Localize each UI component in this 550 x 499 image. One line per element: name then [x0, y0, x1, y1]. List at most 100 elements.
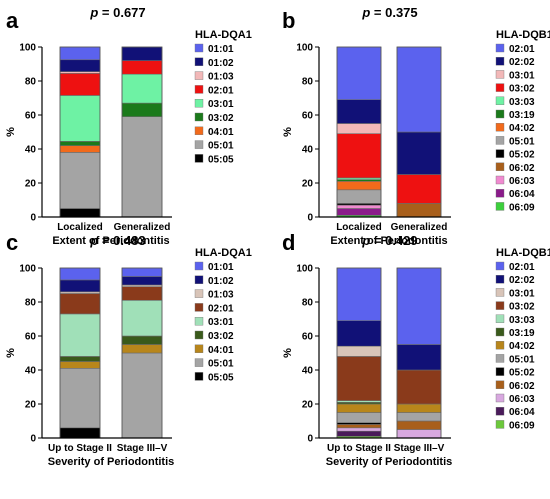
bar-segment — [59, 95, 101, 142]
bar-segment — [59, 356, 101, 362]
x-axis-label: Severity of Periodontitis — [48, 456, 175, 468]
legend-swatch — [194, 261, 204, 271]
legend-label: 04:01 — [208, 127, 234, 138]
legend-label: 06:02 — [509, 381, 535, 392]
x-tick-label: Generalized — [391, 222, 448, 233]
legend-label: 02:01 — [509, 44, 535, 55]
bar-segment — [336, 204, 382, 209]
y-tick-label: 40 — [25, 145, 37, 156]
legend-label: 06:04 — [509, 407, 535, 418]
legend-swatch — [495, 83, 505, 92]
panel-label: a — [6, 8, 19, 33]
bar-segment — [59, 313, 101, 357]
bar-segment — [59, 141, 101, 146]
bar-segment — [121, 60, 163, 75]
bar-segment — [59, 73, 101, 96]
bar-segment — [59, 152, 101, 209]
legend-label: 05:05 — [208, 154, 234, 165]
legend-title: HLA-DQB1 — [496, 247, 550, 259]
legend-swatch — [495, 288, 505, 297]
bar-segment — [396, 403, 442, 413]
bar-segment — [59, 267, 101, 281]
legend-swatch — [495, 175, 505, 185]
legend-label: 03:01 — [208, 99, 234, 110]
panel-c: c p = 0.483 Up to Stage II Stage III–V 0 20 40… — [5, 230, 252, 468]
chart-title-value: = 0.375 — [370, 5, 417, 20]
bar-segment — [59, 361, 101, 369]
legend-swatch — [194, 275, 204, 284]
bar-segment — [336, 133, 382, 179]
legend-swatch — [495, 96, 505, 106]
legend-label: 02:01 — [509, 262, 535, 273]
legend-label: 06:03 — [509, 176, 535, 187]
y-tick-label: 40 — [302, 366, 314, 377]
legend-swatch — [194, 140, 204, 149]
bar-segment — [336, 123, 382, 134]
chart-title: p = 0.375 — [361, 5, 417, 20]
bar-segment — [59, 208, 101, 218]
legend-label: 03:03 — [509, 97, 535, 108]
legend-swatch — [194, 98, 204, 108]
chart-title: p = 0.677 — [89, 5, 145, 20]
legend-swatch — [194, 372, 204, 381]
chart-title-value: = 0.429 — [370, 233, 417, 248]
legend-label: 01:01 — [208, 44, 234, 55]
legend-swatch — [495, 70, 505, 79]
panel-d: d p = 0.429 Up to Stage II Stage III–V 0 20 40… — [282, 230, 550, 468]
bar-segment — [336, 430, 382, 437]
legend-label: 03:01 — [509, 288, 535, 299]
legend-label: 03:19 — [509, 328, 535, 339]
legend-label: 01:03 — [208, 72, 234, 83]
chart-title: p = 0.483 — [89, 233, 145, 248]
legend-label: 03:03 — [509, 315, 535, 326]
bar-segment — [336, 267, 382, 322]
legend-label: 03:02 — [509, 84, 535, 95]
y-axis-label: % — [282, 348, 294, 358]
y-tick-label: 0 — [30, 434, 36, 445]
legend-label: 05:01 — [208, 359, 234, 370]
y-tick-label: 20 — [25, 400, 37, 411]
legend-label: 06:03 — [509, 394, 535, 405]
legend-swatch — [194, 112, 204, 122]
chart-title-p: p — [89, 5, 98, 20]
y-tick-label: 60 — [25, 111, 37, 122]
y-tick-label: 80 — [302, 298, 314, 309]
legend-swatch — [495, 380, 505, 389]
x-tick-label: Stage III–V — [117, 443, 168, 454]
legend-swatch — [495, 109, 505, 119]
y-tick-label: 60 — [25, 332, 37, 343]
legend-label: 02:02 — [509, 275, 535, 286]
legend-swatch — [495, 341, 505, 350]
legend-label: 03:01 — [509, 70, 535, 81]
legend-swatch — [495, 354, 505, 363]
legend-label: 03:02 — [509, 302, 535, 313]
bar-segment — [121, 344, 163, 354]
chart-title-value: = 0.483 — [98, 233, 145, 248]
x-tick-label: Up to Stage II — [327, 443, 391, 454]
legend-label: 04:01 — [208, 345, 234, 356]
bar-segment — [396, 420, 442, 430]
bar-segment — [336, 412, 382, 423]
legend-label: 05:02 — [509, 368, 535, 379]
legend-label: 06:09 — [509, 420, 535, 431]
legend-swatch — [194, 57, 204, 66]
bar-segment — [121, 116, 163, 218]
bar-segment — [396, 429, 442, 439]
legend-swatch — [194, 85, 204, 94]
legend: HLA-DQA1 01:01 01:02 01:03 02:01 03:01 03:02 04… — [194, 29, 252, 165]
panel-a: a p = 0.677 Localized Generalized 0 20 40 60 80 1… — [5, 5, 252, 247]
legend-label: 01:02 — [208, 276, 234, 287]
bar-segment — [396, 344, 442, 371]
legend-label: 06:04 — [509, 189, 535, 200]
bar-segment — [59, 293, 101, 315]
y-tick-label: 0 — [307, 434, 313, 445]
y-tick-label: 100 — [296, 43, 313, 54]
panel-b: b p = 0.375 Localized Generalized 0 20 40 60 80 1… — [282, 5, 550, 247]
legend-swatch — [495, 162, 505, 172]
legend: HLA-DQB1 02:01 02:02 03:01 03:02 03:03 03:19 04… — [495, 247, 550, 431]
legend-swatch — [495, 136, 505, 145]
legend-label: 06:09 — [509, 202, 535, 213]
bar-segment — [396, 131, 442, 175]
legend-swatch — [194, 358, 204, 367]
